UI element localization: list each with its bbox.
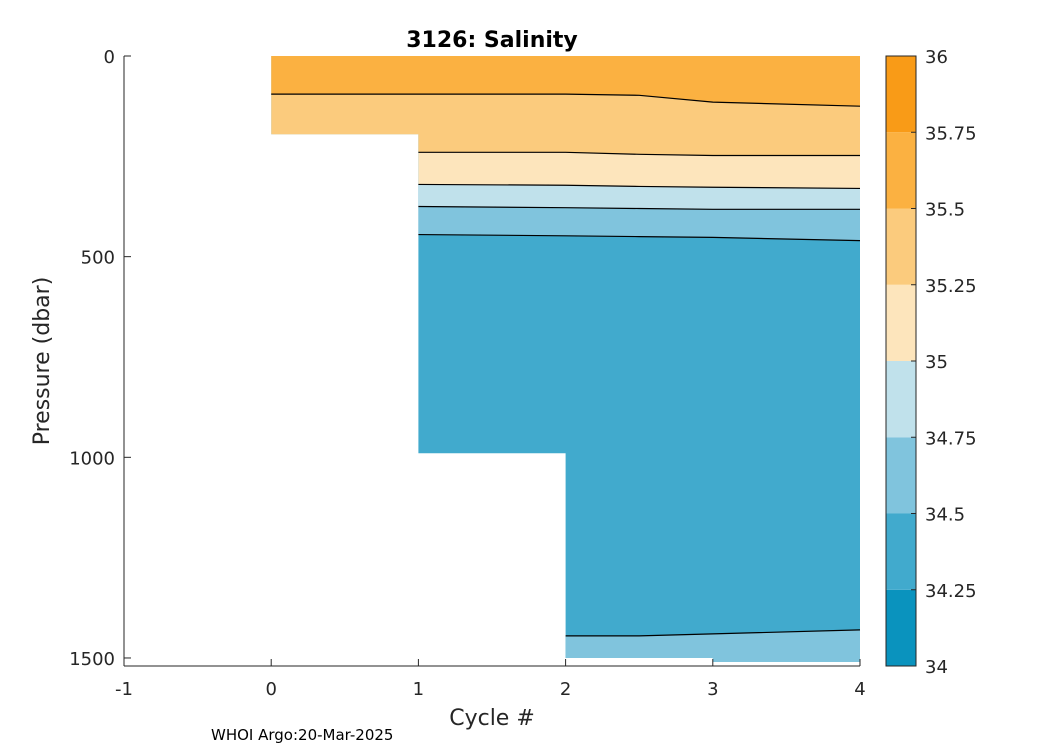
colorbar-segment-35.75 [886,56,916,133]
x-tick-label: 1 [413,679,424,700]
band-34.5-34.75-deep [565,629,860,666]
colorbar-tick-label: 34.25 [925,581,977,602]
y-axis-title: Pressure (dbar) [30,277,55,446]
colorbar-segment-35.5 [886,132,916,209]
contour-line-34.5 [418,233,861,242]
x-tick-label: -1 [115,679,133,700]
colorbar-segment-35.25 [886,208,916,285]
contour-line-35.5 [271,93,861,107]
x-tick-label: 2 [560,679,571,700]
y-tick-label: 0 [104,47,115,68]
contour-line-34.75 [418,205,860,210]
colorbar-tick-label: 36 [925,47,948,68]
colorbar-tick-label: 35.5 [925,200,965,221]
y-tick-label: 1000 [69,448,115,469]
x-tick-label: 3 [707,679,718,700]
colorbar-tick-label: 34.5 [925,505,965,526]
plot-axes: -1 0 1 2 3 4 0 500 1000 1500 [69,47,866,700]
contour-band-group [271,56,860,666]
colorbar-tick-label: 34.75 [925,428,977,449]
colorbar-segment-35 [886,284,916,361]
chart-title: 3126: Salinity [406,28,578,53]
contour-line-35 [418,183,861,190]
y-tick-label: 500 [81,248,115,269]
colorbar-tick-label: 34 [925,657,948,678]
colorbar-tick-label: 35 [925,352,948,373]
contour-line-34.25 [565,629,861,637]
colorbar-segment-34.5 [886,437,916,514]
x-axis-title: Cycle # [449,706,535,731]
contour-fills [271,56,860,666]
contour-lines [271,93,861,637]
colorbar-segment-34.75 [886,361,916,438]
x-tick-label: 0 [265,679,276,700]
contour-line-35.25 [418,151,860,157]
colorbar-segment-34.25 [886,513,916,590]
y-tick-label: 1500 [69,649,115,670]
colorbar-segment-34 [886,589,916,666]
footer-stamp: WHOI Argo:20-Mar-2025 [211,726,393,744]
colorbar-tick-label: 35.25 [925,276,977,297]
colorbar-tick-label: 35.75 [925,123,977,144]
colorbar: 34 34.25 34.5 34.75 35 35.25 35.5 35.75 36 [885,47,977,678]
x-tick-label: 4 [854,679,865,700]
